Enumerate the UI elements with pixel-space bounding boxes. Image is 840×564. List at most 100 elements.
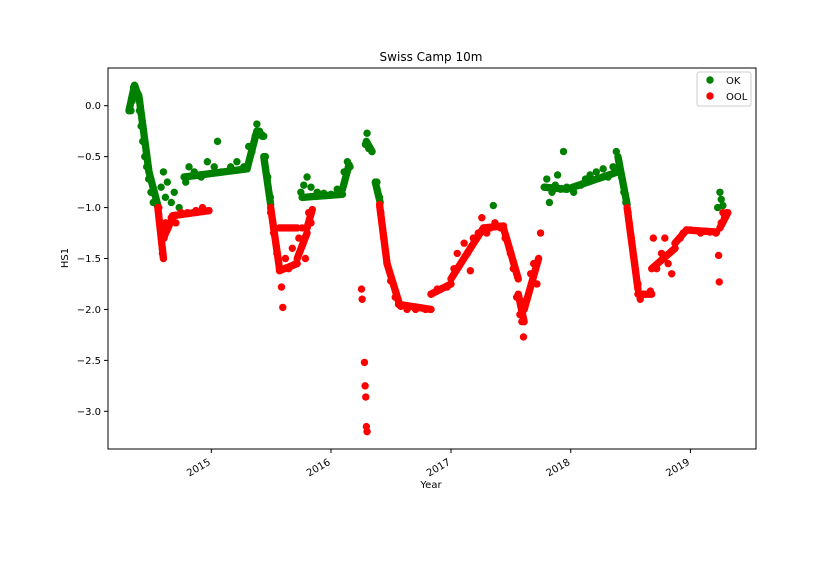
series-ool-point xyxy=(706,228,714,236)
series-ool-point xyxy=(641,290,649,298)
series-ool-point xyxy=(466,267,475,275)
series-ool-point xyxy=(696,229,705,237)
legend: OK OOL xyxy=(696,71,752,107)
y-tick-label: 0.0 xyxy=(85,101,101,112)
series-ool-point xyxy=(383,259,391,268)
series-ool-point xyxy=(275,264,284,273)
series-ok-point xyxy=(253,120,261,128)
series-ool-point xyxy=(501,234,509,242)
series-ool-point xyxy=(167,214,175,222)
series-ool-point xyxy=(443,283,451,291)
series-ool-point xyxy=(463,249,472,258)
chart-title: Swiss Camp 10m xyxy=(380,50,483,64)
series-ok-point xyxy=(543,175,551,183)
series-ok-point xyxy=(604,173,612,181)
series-ool-point xyxy=(649,234,658,242)
x-tick-label: 2018 xyxy=(545,457,573,479)
series-ool-point xyxy=(277,283,286,291)
series-ok-point xyxy=(143,163,151,171)
series-ool-point xyxy=(284,264,293,273)
series-ok-point xyxy=(320,189,328,197)
series-ool-point xyxy=(453,249,461,258)
series-ok-point xyxy=(373,178,381,186)
series-ool-point xyxy=(491,219,499,227)
series-ok-point xyxy=(197,173,205,181)
y-tick-label: −1.5 xyxy=(77,254,101,265)
x-tick-label: 2016 xyxy=(305,457,333,479)
y-tick-label: −1.0 xyxy=(77,203,101,214)
series-ool-point xyxy=(686,226,695,234)
series-ok-point xyxy=(182,178,190,186)
y-axis-label: HS1 xyxy=(60,248,71,268)
series-ool-point xyxy=(303,229,311,237)
series-ool-point xyxy=(362,393,370,401)
series-ok-point xyxy=(161,193,170,202)
series-ool-point xyxy=(160,234,168,242)
series-ok-point xyxy=(261,152,270,161)
plot-area xyxy=(108,68,756,449)
series-ok-point xyxy=(190,168,198,176)
series-ok-point xyxy=(139,137,147,146)
series-ok-point xyxy=(617,173,626,181)
series-ok-point xyxy=(203,158,212,166)
series-ok-point xyxy=(548,188,556,196)
series-ok-point xyxy=(233,158,241,166)
series-ok-point xyxy=(217,168,226,176)
series-ool-point xyxy=(630,259,639,268)
series-ool-point xyxy=(536,229,545,237)
series-ool-point xyxy=(715,278,723,286)
series-ok-point xyxy=(612,147,620,156)
series-ok-point xyxy=(264,173,272,181)
series-ok-point xyxy=(248,147,256,156)
x-tick-label: 2017 xyxy=(425,457,453,479)
series-ok-point xyxy=(157,183,165,191)
series-ool-point xyxy=(523,295,531,303)
series-ool-point xyxy=(411,305,420,314)
series-ok-point xyxy=(163,178,172,186)
series-ool-point xyxy=(427,290,435,298)
series-ok-point xyxy=(137,122,145,130)
series-ool-point xyxy=(509,264,518,273)
series-ok-point xyxy=(251,132,259,140)
series-ool-point xyxy=(391,293,399,301)
series-ool-point xyxy=(496,224,505,232)
series-ok-point xyxy=(556,185,565,193)
series-ool-point xyxy=(363,427,371,436)
series-ool-point xyxy=(534,254,543,263)
series-ok-point xyxy=(340,168,348,176)
series-ool-point xyxy=(281,254,290,263)
series-ool-point xyxy=(157,224,165,232)
series-ool-point xyxy=(386,277,395,285)
series-ool-point xyxy=(380,234,388,242)
series-ok-point xyxy=(313,188,321,196)
series-ok-point xyxy=(716,188,724,196)
series-ok-point xyxy=(620,188,628,196)
series-ool-point xyxy=(636,295,644,303)
series-ok-point xyxy=(553,171,562,179)
x-axis: 2015 2016 2017 2018 2019 xyxy=(185,449,692,479)
series-ool-point xyxy=(519,333,528,341)
series-ool-point xyxy=(198,203,207,212)
series-ok-point xyxy=(545,198,554,207)
series-ool-point xyxy=(360,358,369,367)
series-ool-point xyxy=(273,249,281,258)
legend-ok-marker xyxy=(706,76,714,84)
series-ok-point xyxy=(541,183,549,191)
series-ok-point xyxy=(586,171,594,179)
series-ool-point xyxy=(518,317,526,326)
legend-ok-label: OK xyxy=(726,76,741,87)
series-ool-point xyxy=(624,208,632,217)
series-ool-point xyxy=(192,206,200,215)
series-ool-point xyxy=(668,270,676,278)
series-ok-point xyxy=(489,201,498,210)
series-ok-point xyxy=(592,168,600,176)
series-ok-point xyxy=(615,158,623,166)
series-ok-point xyxy=(210,163,218,171)
series-ool-point xyxy=(512,293,521,301)
series-ok-point xyxy=(327,190,335,199)
series-ool-point xyxy=(657,249,666,258)
series-ool-point xyxy=(529,259,538,268)
series-ok-point xyxy=(170,188,178,196)
